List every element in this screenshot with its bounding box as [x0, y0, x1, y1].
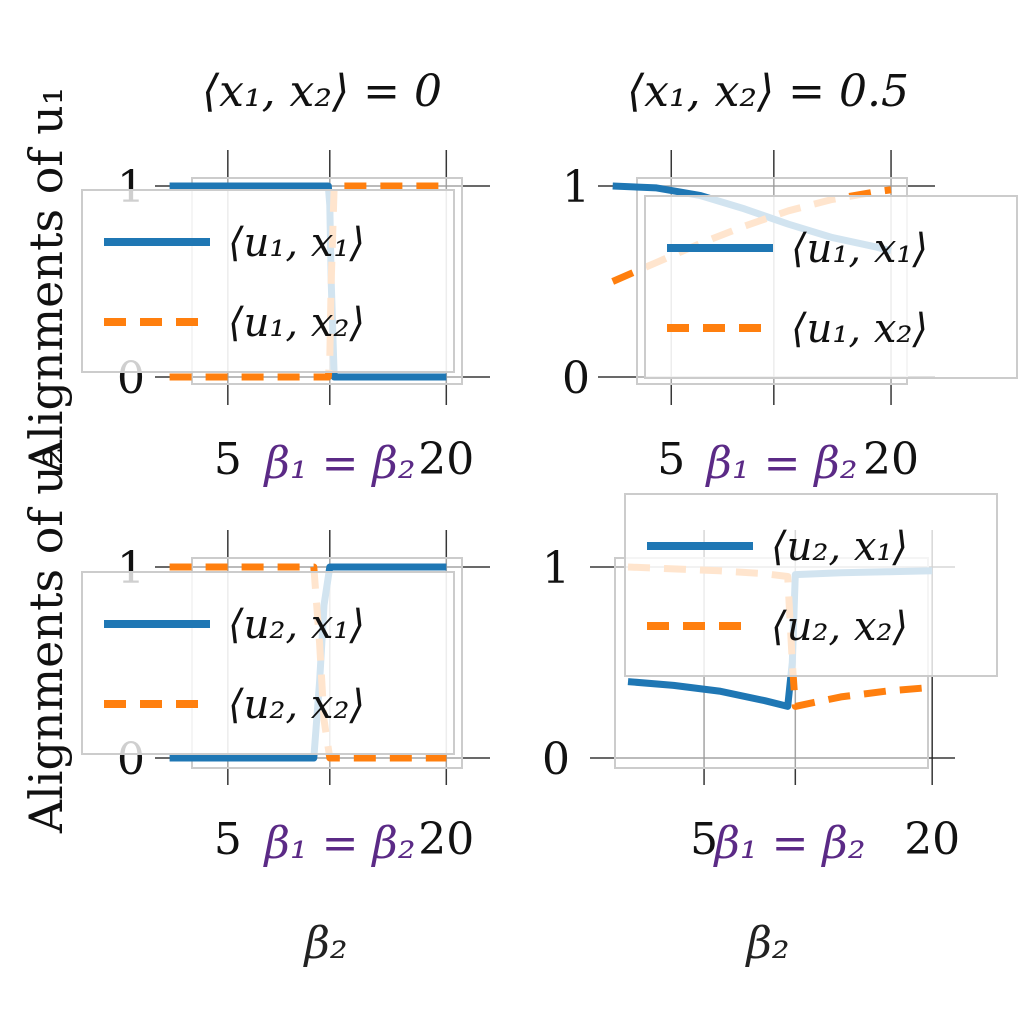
panel-bottom-right: 0 1 5 20 ⟨u₂, x₁⟩ ⟨u₂, x₂⟩ — [542, 493, 998, 865]
annotation-panel-4: β₁ = β₂ — [713, 818, 866, 869]
y-tick-label: 1 — [542, 543, 570, 594]
annotation-panel-2: β₁ = β₂ — [705, 438, 858, 489]
panel-bottom-left: 015 20⟨u₂, x₁⟩⟨u₂, x₂⟩ — [81, 530, 490, 865]
x-tick-label: 5 — [657, 434, 685, 485]
annotation-panel-3: β₁ = β₂ — [263, 818, 416, 869]
panel-title-1: ⟨x₁, x₂⟩ = 0 — [202, 66, 442, 117]
panel-title-2: ⟨x₁, x₂⟩ = 0.5 — [627, 66, 909, 117]
ylabel-bottom: Alignments of u₂ — [19, 447, 73, 834]
x-tick-label: 20 — [418, 434, 474, 485]
xlabel-right: β₂ — [744, 918, 789, 969]
annotation-panel-1: β₁ = β₂ — [263, 438, 416, 489]
legend-box — [81, 571, 455, 755]
legend-label-2: ⟨u₁, x₂⟩ — [791, 306, 928, 352]
x-tick-label: 5 — [690, 814, 718, 865]
x-tick-label: 5 — [214, 434, 242, 485]
legend-label-1: ⟨u₂, x₁⟩ — [771, 524, 908, 570]
legend-label-1: ⟨u₁, x₁⟩ — [791, 226, 928, 272]
xlabel-left: β₂ — [302, 918, 347, 969]
legend-box — [644, 195, 1018, 379]
ylabel-top: Alignments of u₁ — [19, 87, 73, 474]
x-tick-label: 20 — [904, 814, 960, 865]
legend-label-1: ⟨u₁, x₁⟩ — [228, 220, 365, 266]
panel-top-left: 015 20⟨u₁, x₁⟩⟨u₁, x₂⟩ — [81, 150, 490, 485]
y-tick-label: 0 — [542, 734, 570, 785]
x-tick-label: 20 — [418, 814, 474, 865]
legend-label-2: ⟨u₂, x₂⟩ — [228, 682, 365, 728]
legend-label-2: ⟨u₁, x₂⟩ — [228, 300, 365, 346]
legend-box — [81, 189, 455, 373]
y-tick-label: 0 — [562, 353, 590, 404]
legend-label-1: ⟨u₂, x₁⟩ — [228, 602, 365, 648]
legend-label-2: ⟨u₂, x₂⟩ — [771, 604, 908, 650]
legend-box — [624, 493, 998, 677]
x-tick-label: 5 — [214, 814, 242, 865]
x-tick-label: 20 — [863, 434, 919, 485]
panel-top-right: 0 1 5 20 ⟨u₁, x₁⟩ ⟨u₁, x₂⟩ — [562, 150, 1018, 485]
y-tick-label: 1 — [562, 162, 590, 213]
